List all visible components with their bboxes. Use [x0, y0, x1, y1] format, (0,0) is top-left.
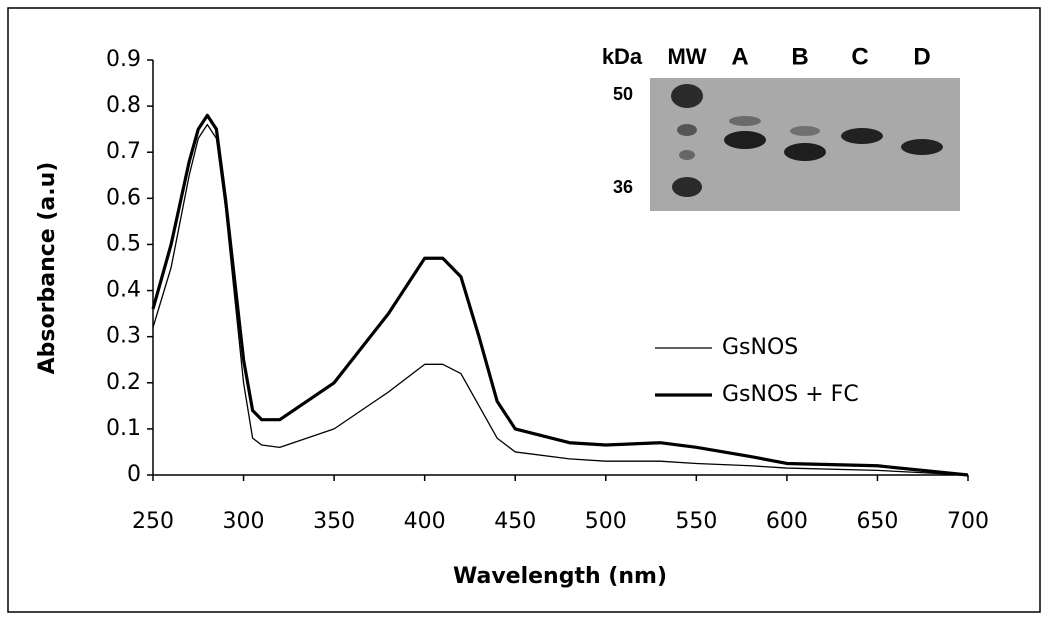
gel-marker-label: 36 [613, 177, 633, 197]
gel-lane-label: C [851, 43, 868, 70]
x-axis-title: Wavelength (nm) [453, 564, 667, 589]
gel-band [671, 84, 703, 108]
x-tick-label: 700 [947, 509, 989, 534]
x-tick-label: 350 [313, 509, 355, 534]
gel-band [724, 131, 766, 149]
legend-label: GsNOS [722, 335, 798, 360]
x-tick-label: 400 [404, 509, 446, 534]
series-line [151, 113, 969, 477]
gel-lane-label: kDa [602, 44, 643, 69]
gel-band [790, 126, 820, 136]
gel-lane-label: B [791, 43, 808, 70]
x-tick-label: 450 [494, 509, 536, 534]
y-tick-label: 0.3 [106, 324, 141, 349]
y-tick-label: 0.6 [106, 185, 141, 210]
x-tick-label: 600 [766, 509, 808, 534]
inset-gel: kDa MW A B C D 50 36 [602, 43, 960, 211]
y-tick-label: 0.4 [106, 278, 141, 303]
gel-marker-label: 50 [613, 84, 633, 104]
y-tick-label: 0.2 [106, 370, 141, 395]
gel-lane-label: D [913, 43, 930, 70]
x-tick-label: 550 [675, 509, 717, 534]
gel-lane-label: MW [667, 44, 706, 69]
gel-band [729, 116, 761, 126]
gel-band [784, 143, 826, 161]
gel-band [901, 139, 943, 155]
x-tick-label: 250 [132, 509, 174, 534]
gel-band [679, 150, 695, 160]
gel-lane-label: A [731, 43, 748, 70]
x-tick-label: 300 [223, 509, 265, 534]
x-tick-label: 650 [856, 509, 898, 534]
y-tick-label: 0.1 [106, 416, 141, 441]
y-tick-label: 0.9 [106, 47, 141, 72]
gel-band [677, 124, 697, 136]
y-tick-label: 0.8 [106, 93, 141, 118]
legend-label: GsNOS + FC [722, 382, 859, 407]
gel-band [841, 128, 883, 144]
series-line [152, 123, 969, 476]
y-tick-label: 0 [127, 462, 141, 487]
y-tick-label: 0.7 [106, 139, 141, 164]
y-tick-label: 0.5 [106, 231, 141, 256]
y-axis-title: Absorbance (a.u) [35, 162, 60, 375]
x-tick-label: 500 [585, 509, 627, 534]
gel-band [672, 177, 702, 197]
